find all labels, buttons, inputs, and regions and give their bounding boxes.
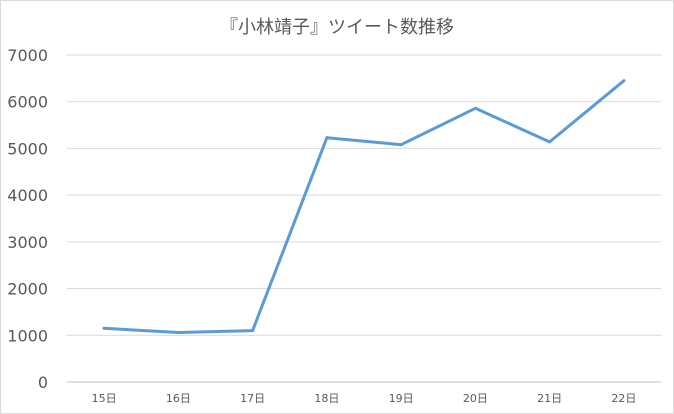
data-point bbox=[548, 140, 552, 144]
x-tick-label: 16日 bbox=[166, 392, 191, 405]
data-point bbox=[325, 136, 329, 140]
x-tick-label: 19日 bbox=[389, 392, 414, 405]
y-tick-label: 3000 bbox=[7, 233, 48, 252]
y-tick-label: 4000 bbox=[7, 186, 48, 205]
chart-title: 『小林靖子』ツイート数推移 bbox=[220, 17, 454, 38]
x-tick-label: 18日 bbox=[314, 392, 339, 405]
series-line bbox=[102, 79, 626, 334]
y-tick-label: 2000 bbox=[7, 280, 48, 299]
y-tick-label: 1000 bbox=[7, 326, 48, 345]
x-tick-label: 15日 bbox=[92, 392, 117, 405]
data-point bbox=[399, 143, 403, 147]
gridlines bbox=[67, 54, 661, 383]
data-point bbox=[622, 79, 626, 83]
y-tick-label: 5000 bbox=[7, 139, 48, 158]
x-tick-label: 20日 bbox=[463, 392, 488, 405]
y-tick-label: 6000 bbox=[7, 93, 48, 112]
data-point bbox=[251, 329, 255, 333]
series bbox=[102, 79, 626, 334]
data-point bbox=[176, 330, 180, 334]
x-axis: 15日 16日 17日 18日 19日 20日 21日 22日 bbox=[92, 392, 637, 405]
x-tick-label: 22日 bbox=[611, 392, 636, 405]
x-tick-label: 17日 bbox=[240, 392, 265, 405]
y-tick-label: 0 bbox=[38, 373, 48, 392]
data-point bbox=[473, 106, 477, 110]
y-axis: 0 1000 2000 3000 4000 5000 6000 7000 bbox=[7, 46, 48, 392]
x-tick-label: 21日 bbox=[537, 392, 562, 405]
data-point bbox=[102, 326, 106, 330]
y-tick-label: 7000 bbox=[7, 46, 48, 65]
